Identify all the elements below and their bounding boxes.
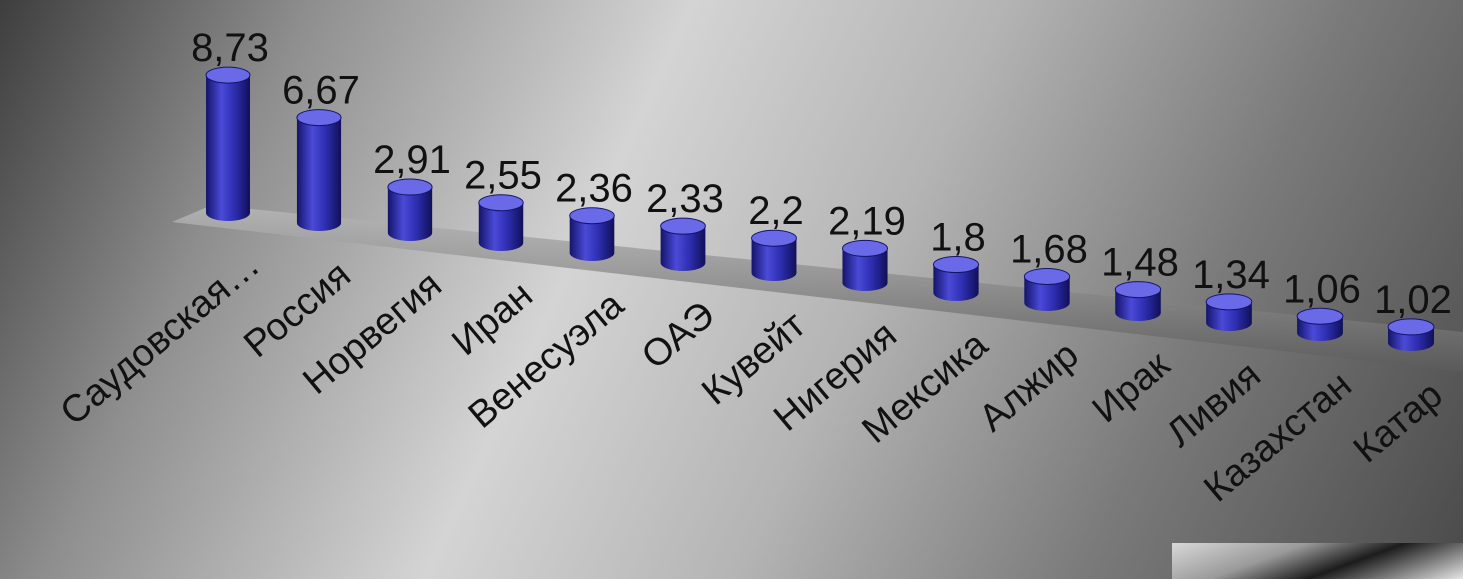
bar-2: [296, 109, 342, 231]
value-label: 1,34: [1192, 253, 1270, 297]
bar-3: [387, 178, 433, 241]
value-label: 2,55: [464, 154, 542, 198]
value-label: 2,2: [748, 189, 804, 233]
bar-13: [1296, 307, 1344, 341]
bar-top: [1205, 293, 1253, 311]
bar-7: [751, 229, 797, 281]
bar-top: [660, 217, 706, 235]
value-label: 1,02: [1374, 278, 1452, 322]
bar-top: [1296, 307, 1344, 325]
value-label: 2,19: [828, 199, 906, 243]
value-label: 1,68: [1010, 227, 1088, 271]
bar-top: [1114, 281, 1162, 299]
category-label: Катар: [1346, 374, 1451, 472]
bar-top: [296, 109, 342, 127]
bar-5: [569, 207, 615, 261]
bar-body: [1024, 276, 1070, 311]
bar-body: [1115, 289, 1161, 321]
value-label: 6,67: [282, 69, 360, 113]
bar-top: [1387, 318, 1435, 336]
bar-6: [660, 217, 706, 272]
value-label: 2,36: [555, 167, 633, 211]
bar-top: [387, 178, 433, 196]
value-label: 1,06: [1283, 267, 1361, 311]
bar-top: [841, 239, 889, 257]
value-label: 1,8: [930, 216, 986, 260]
bar-top: [478, 194, 524, 212]
bar-14: [1387, 318, 1435, 351]
bar-body: [842, 248, 888, 291]
bar-4: [478, 194, 524, 251]
bar-body: [933, 264, 979, 301]
bar-top: [751, 229, 797, 247]
bar-body: [569, 215, 615, 261]
bar-body: [206, 75, 250, 221]
value-label: 2,91: [373, 138, 451, 182]
category-label: ОАЭ: [634, 294, 723, 378]
bar-body: [751, 238, 797, 281]
bar-top: [1023, 267, 1071, 285]
bar-top: [569, 207, 615, 225]
bar-11: [1114, 281, 1162, 321]
value-label: 2,33: [646, 177, 724, 221]
bar-body: [478, 202, 524, 251]
bar-top: [932, 256, 980, 274]
category-label: Саудовская…: [53, 244, 268, 434]
bar-body: [296, 117, 342, 231]
bar-top: [205, 66, 251, 84]
bar-9: [932, 256, 980, 301]
bar-8: [841, 239, 889, 291]
value-label: 1,48: [1101, 241, 1179, 285]
value-label: 8,73: [191, 26, 269, 70]
bar-12: [1205, 293, 1253, 331]
bar-10: [1023, 267, 1071, 311]
bar-body: [387, 187, 433, 241]
bar-body: [660, 226, 706, 272]
bar-1: [205, 66, 251, 221]
corner-photo: [1172, 543, 1463, 579]
